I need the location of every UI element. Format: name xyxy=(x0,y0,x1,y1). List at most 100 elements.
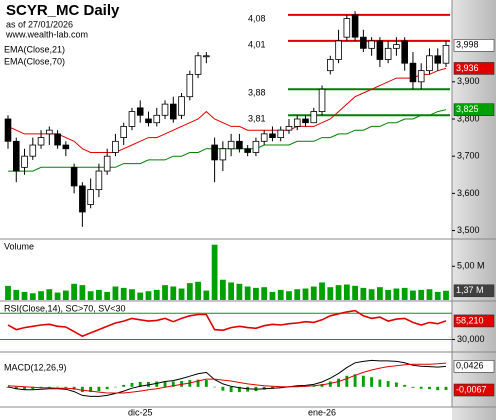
candle-body xyxy=(335,40,342,60)
last-value-box xyxy=(453,383,495,397)
ema-line xyxy=(8,109,447,172)
volume-bar xyxy=(162,285,168,300)
volume-bar xyxy=(269,291,276,300)
volume-bar xyxy=(46,289,53,300)
volume-bar xyxy=(38,291,44,300)
histogram-bar xyxy=(328,381,332,387)
histogram-bar xyxy=(204,380,208,387)
last-value-box xyxy=(453,284,495,298)
histogram-bar xyxy=(196,379,200,387)
histogram-bar xyxy=(370,377,374,387)
last-value-label: 3,825 xyxy=(456,104,479,114)
y-tick-label: 3,800 xyxy=(457,113,480,123)
candle-body xyxy=(70,166,78,187)
volume-bar xyxy=(112,286,119,300)
candle-body xyxy=(384,47,392,60)
candle-body xyxy=(260,133,268,142)
candle-body xyxy=(87,189,94,205)
rsi-line xyxy=(7,309,447,338)
candle-body xyxy=(351,14,359,38)
candle-body xyxy=(244,148,251,153)
candle-body xyxy=(368,40,375,49)
histogram-bar xyxy=(31,386,35,390)
candle-body xyxy=(21,155,28,168)
candle-body xyxy=(409,62,417,83)
histogram-bar xyxy=(246,386,250,392)
macd-line xyxy=(7,359,447,397)
volume-bar xyxy=(96,289,102,300)
last-value-label: 3,998 xyxy=(456,40,479,50)
candle-body xyxy=(393,44,400,49)
candle-body xyxy=(360,36,367,49)
subtitle: as of 27/01/2026 xyxy=(6,19,73,29)
volume-bar xyxy=(186,283,193,300)
last-value-box xyxy=(453,360,495,373)
last-value-box xyxy=(453,314,495,328)
last-value-label: 0,0426 xyxy=(456,361,484,371)
volume-bar xyxy=(434,291,441,300)
candle-body xyxy=(95,170,103,191)
candle-body xyxy=(178,96,185,116)
candle-body xyxy=(54,133,61,146)
histogram-bar xyxy=(221,386,225,391)
histogram-bar xyxy=(213,386,217,388)
candle-body xyxy=(103,155,111,172)
histogram-bar xyxy=(403,384,407,387)
volume-bar xyxy=(145,291,152,300)
candle-body xyxy=(269,133,276,138)
candle-body xyxy=(442,44,450,64)
last-value-label: 3,936 xyxy=(456,63,479,73)
candle-body xyxy=(211,144,218,161)
level-label: 4,08 xyxy=(248,13,266,23)
volume-bar xyxy=(62,290,69,300)
volume-bar xyxy=(195,281,201,300)
volume-bar xyxy=(327,287,334,300)
volume-bar xyxy=(87,291,94,300)
histogram-bar xyxy=(394,382,398,387)
candle-body xyxy=(169,103,177,120)
candle-body xyxy=(434,55,442,64)
volume-bar xyxy=(153,289,160,300)
histogram-bar xyxy=(436,386,440,391)
last-value-box xyxy=(453,39,495,52)
last-value-label: 1,37 M xyxy=(456,285,484,295)
histogram-bar xyxy=(122,384,126,387)
candle-body xyxy=(12,140,20,172)
candle-body xyxy=(417,70,425,83)
histogram-bar xyxy=(89,386,93,393)
volume-bar xyxy=(352,285,358,300)
volume-bar xyxy=(129,289,135,300)
y-tick-label: 3,700 xyxy=(457,151,480,161)
panel-title: Volume xyxy=(4,241,34,251)
y-tick-label: 3,500 xyxy=(457,225,480,235)
y-tick-label: 3,900 xyxy=(457,76,480,86)
histogram-bar xyxy=(138,382,142,387)
volume-bar xyxy=(393,288,400,300)
candle-body xyxy=(219,148,227,161)
volume-bar xyxy=(29,293,36,300)
volume-bar xyxy=(286,291,292,300)
candle-body xyxy=(194,55,202,75)
histogram-bar xyxy=(419,386,423,389)
volume-bar xyxy=(104,291,111,300)
volume-bar xyxy=(310,286,317,300)
volume-bar xyxy=(54,292,61,300)
level-label: 3,81 xyxy=(248,114,266,124)
candle-body xyxy=(29,144,37,157)
histogram-bar xyxy=(337,378,341,387)
volume-bar xyxy=(360,287,367,300)
histogram-bar xyxy=(163,381,167,387)
histogram-bar xyxy=(171,381,175,387)
histogram-bar xyxy=(378,379,382,387)
volume-bar xyxy=(343,284,350,300)
last-value-box xyxy=(453,62,495,75)
volume-bar xyxy=(219,279,226,300)
volume-bar xyxy=(137,292,144,300)
volume-bar xyxy=(385,289,392,300)
volume-bar xyxy=(178,288,185,300)
histogram-bar xyxy=(23,386,26,390)
level-label: 3,88 xyxy=(248,88,266,98)
volume-bar xyxy=(79,285,86,300)
candle-body xyxy=(376,40,384,60)
